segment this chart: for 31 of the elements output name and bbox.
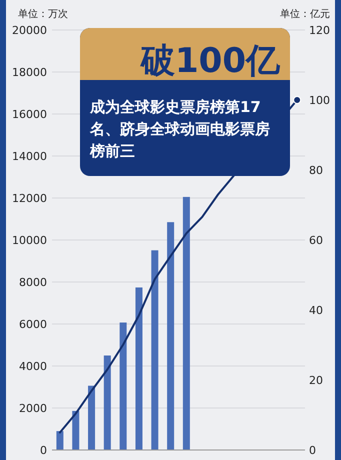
y-tick-label: 12000 — [12, 192, 47, 205]
y2-tick-label: 100 — [309, 94, 330, 107]
chart-title: 破100亿 — [140, 41, 281, 81]
y-tick-label: 4000 — [19, 360, 47, 373]
y-tick-label: 0 — [40, 444, 47, 457]
text: 成为全球影史票房榜第17名、跻身全球动画电影票房榜前三 — [89, 98, 270, 160]
bar — [182, 196, 190, 450]
bar — [135, 287, 142, 450]
y2-tick-label: 40 — [309, 304, 323, 317]
y-tick-label: 6000 — [19, 318, 47, 331]
bar — [104, 356, 111, 450]
y-tick-label: 2000 — [19, 402, 47, 415]
y2-tick-label: 0 — [309, 444, 316, 457]
y-tick-label: 10000 — [12, 234, 47, 247]
bar — [56, 431, 64, 450]
y-axis-title: 单位：万次 — [18, 8, 68, 20]
y2-tick-label: 120 — [309, 24, 330, 37]
y2-tick-label: 80 — [309, 164, 323, 177]
bar — [88, 386, 96, 450]
y-tick-label: 16000 — [12, 108, 47, 121]
y-tick-label: 8000 — [19, 276, 47, 289]
bar — [151, 250, 158, 450]
bar — [167, 222, 174, 450]
bar — [120, 322, 127, 450]
bar — [72, 410, 80, 450]
y-tick-label: 14000 — [12, 150, 47, 163]
y-tick-label: 18000 — [12, 66, 47, 79]
y2-tick-label: 20 — [309, 374, 323, 387]
y2-tick-label: 60 — [309, 234, 323, 247]
y2-axis-title: 单位：亿元 — [280, 8, 330, 20]
y-tick-label: 20000 — [12, 24, 47, 37]
